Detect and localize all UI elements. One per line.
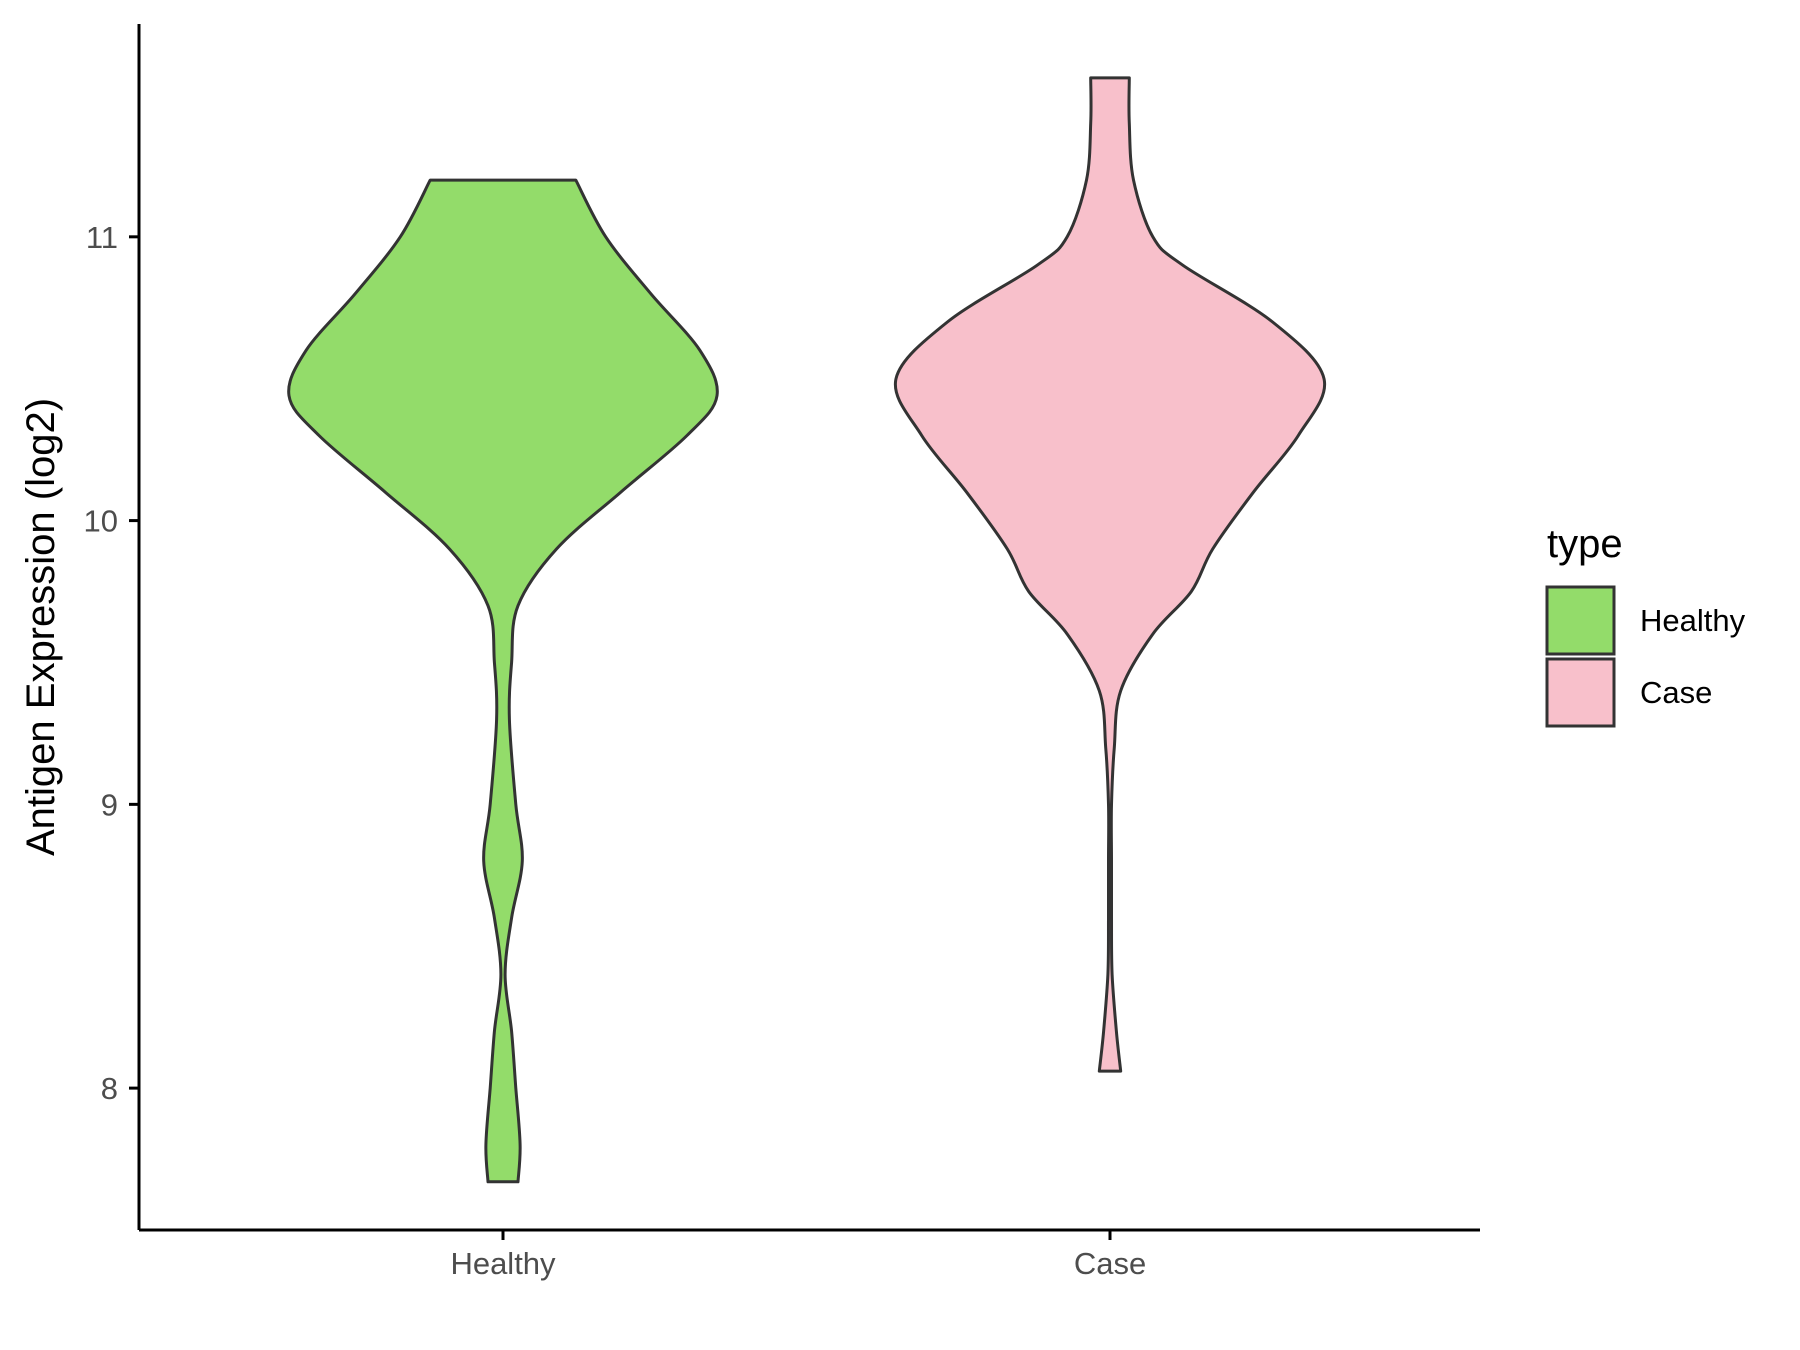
x-tick-label: Case bbox=[1074, 1246, 1146, 1281]
x-tick-label: Healthy bbox=[450, 1246, 556, 1281]
legend: type Healthy Case bbox=[1545, 522, 1746, 728]
violin-case bbox=[893, 76, 1327, 1073]
x-ticks: Healthy Case bbox=[450, 1230, 1146, 1281]
violin-healthy bbox=[287, 178, 719, 1184]
y-tick-label: 11 bbox=[86, 220, 118, 255]
y-ticks: 8 9 10 11 bbox=[84, 220, 139, 1106]
legend-label-case: Case bbox=[1640, 675, 1712, 710]
legend-label-healthy: Healthy bbox=[1640, 603, 1746, 638]
y-tick-label: 9 bbox=[101, 787, 118, 822]
y-tick-label: 8 bbox=[101, 1071, 118, 1106]
legend-title: type bbox=[1547, 522, 1623, 566]
y-axis-title: Antigen Expression (log2) bbox=[19, 398, 63, 856]
legend-swatch-case bbox=[1545, 657, 1616, 728]
violins-layer bbox=[287, 76, 1327, 1184]
legend-swatch-healthy bbox=[1545, 585, 1616, 656]
y-tick-label: 10 bbox=[84, 504, 118, 539]
